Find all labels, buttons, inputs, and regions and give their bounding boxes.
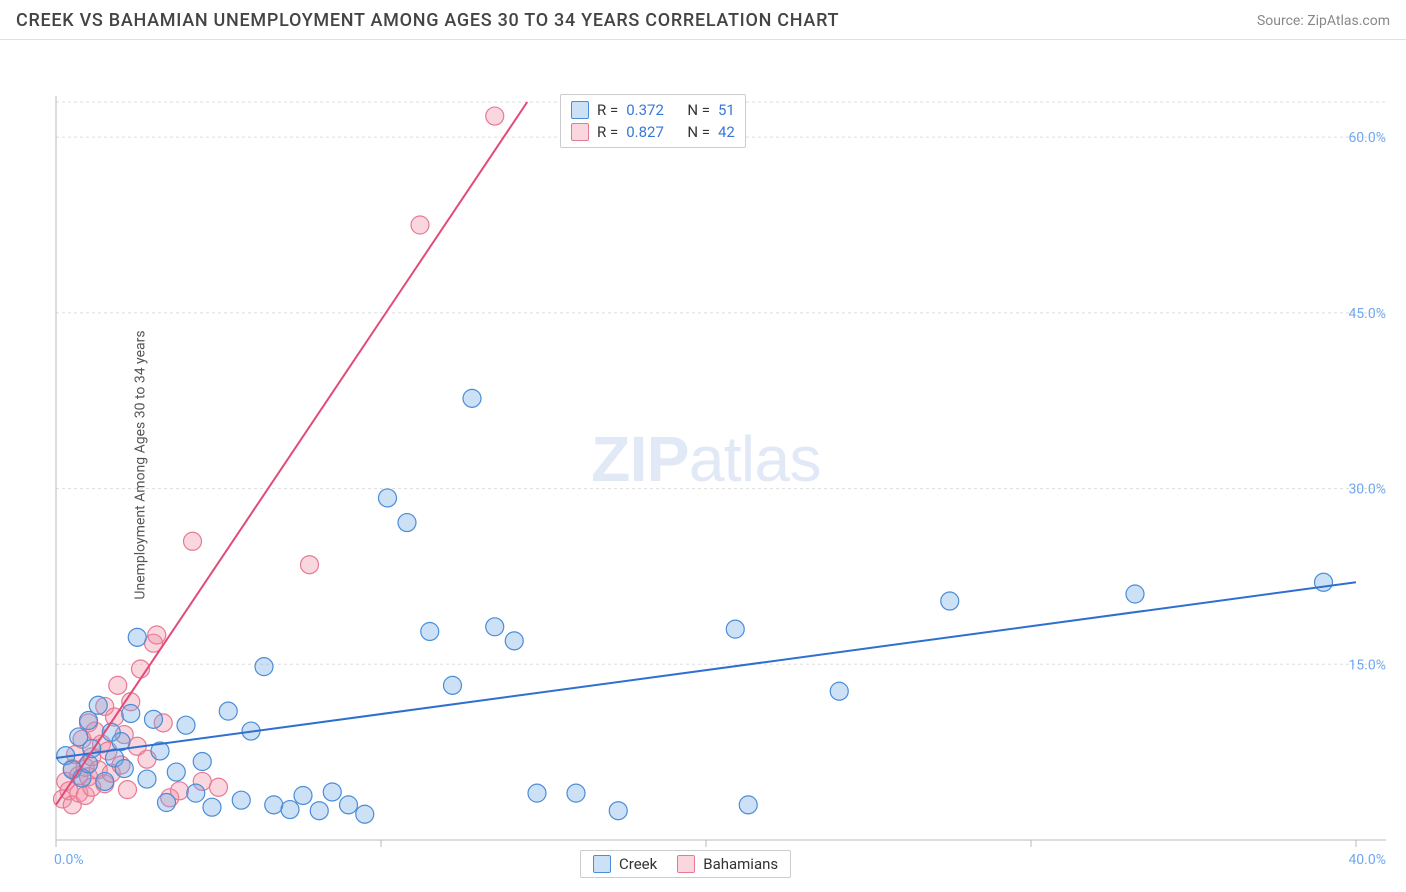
creek-point	[203, 798, 221, 816]
creek-point	[96, 772, 114, 790]
creek-point	[726, 620, 744, 638]
creek-trendline	[56, 582, 1356, 758]
bahamians-point	[301, 556, 319, 574]
creek-swatch	[593, 855, 611, 873]
chart-title: CREEK VS BAHAMIAN UNEMPLOYMENT AMONG AGE…	[16, 10, 839, 31]
creek-point	[609, 802, 627, 820]
n-label: N =	[687, 123, 710, 141]
creek-point	[463, 389, 481, 407]
legend-item-creek: Creek	[593, 855, 657, 873]
creek-point	[739, 796, 757, 814]
y-axis-label: Unemployment Among Ages 30 to 34 years	[133, 330, 149, 599]
creek-point	[398, 514, 416, 532]
series-legend: Creek Bahamians	[580, 850, 791, 878]
r-value: 0.372	[626, 101, 664, 119]
creek-point	[830, 682, 848, 700]
creek-point	[167, 763, 185, 781]
creek-point	[193, 753, 211, 771]
chart-header: CREEK VS BAHAMIAN UNEMPLOYMENT AMONG AGE…	[0, 0, 1406, 40]
y-tick-label: 60.0%	[1348, 130, 1386, 146]
creek-point	[138, 770, 156, 788]
x-tick-label: 0.0%	[54, 852, 84, 868]
creek-point	[177, 716, 195, 734]
y-tick-label: 30.0%	[1348, 482, 1386, 498]
bahamians-swatch	[677, 855, 695, 873]
bahamians-point	[486, 107, 504, 125]
creek-point	[379, 489, 397, 507]
legend-label: Bahamians	[703, 855, 778, 873]
creek-point	[567, 784, 585, 802]
legend-label: Creek	[619, 855, 657, 873]
creek-point	[219, 702, 237, 720]
n-label: N =	[687, 101, 710, 119]
source-prefix: Source:	[1257, 13, 1307, 29]
creek-point	[145, 710, 163, 728]
bahamians-point	[119, 781, 137, 799]
creek-point	[128, 628, 146, 646]
creek-point	[1126, 585, 1144, 603]
creek-point	[265, 796, 283, 814]
creek-point	[115, 760, 133, 778]
bahamians-point	[109, 676, 127, 694]
chart-source: Source: ZipAtlas.com	[1257, 13, 1390, 29]
r-label: R =	[597, 101, 618, 119]
creek-point	[323, 783, 341, 801]
creek-point	[158, 794, 176, 812]
creek-point	[1315, 573, 1333, 591]
watermark: ZIPatlas	[591, 423, 821, 495]
creek-point	[421, 622, 439, 640]
r-value: 0.827	[626, 123, 664, 141]
creek-swatch	[571, 101, 589, 119]
creek-point	[528, 784, 546, 802]
source-name: ZipAtlas.com	[1307, 13, 1390, 29]
creek-point	[89, 696, 107, 714]
creek-point	[505, 632, 523, 650]
bahamians-swatch	[571, 123, 589, 141]
creek-point	[310, 802, 328, 820]
chart-area: Unemployment Among Ages 30 to 34 years 1…	[0, 40, 1406, 890]
y-tick-label: 15.0%	[1348, 657, 1386, 673]
scatter-chart: 15.0% 30.0% 45.0% 60.0% 0.0% 40.0% ZIPatlas	[0, 40, 1406, 890]
creek-point	[356, 805, 374, 823]
creek-point	[255, 658, 273, 676]
creek-point	[486, 618, 504, 636]
y-tick-label: 45.0%	[1348, 306, 1386, 322]
bahamians-trendline	[56, 102, 527, 805]
creek-point	[122, 704, 140, 722]
bahamians-point	[411, 216, 429, 234]
bahamians-point	[210, 778, 228, 796]
n-value: 51	[718, 101, 735, 119]
creek-point	[281, 801, 299, 819]
x-tick-label: 40.0%	[1348, 852, 1386, 868]
stats-legend-row: R = 0.827 N = 42	[571, 121, 735, 143]
creek-point	[232, 791, 250, 809]
creek-point	[941, 592, 959, 610]
creek-point	[444, 676, 462, 694]
r-label: R =	[597, 123, 618, 141]
stats-legend: R = 0.372 N = 51 R = 0.827 N = 42	[560, 94, 746, 148]
creek-point	[187, 784, 205, 802]
bahamians-point	[184, 532, 202, 550]
creek-point	[340, 796, 358, 814]
n-value: 42	[718, 123, 735, 141]
bahamians-point	[148, 626, 166, 644]
legend-item-bahamians: Bahamians	[677, 855, 778, 873]
stats-legend-row: R = 0.372 N = 51	[571, 99, 735, 121]
creek-point	[294, 786, 312, 804]
